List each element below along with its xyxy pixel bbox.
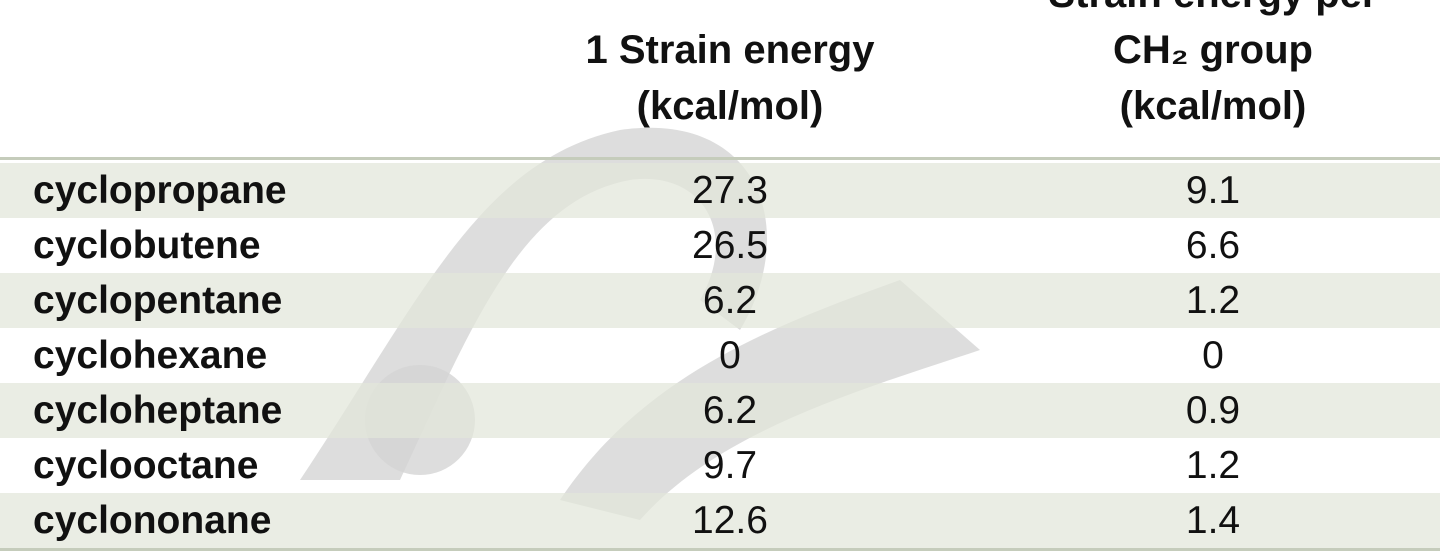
table-row: cyclobutene 26.5 6.6 bbox=[0, 218, 1440, 273]
row-label: cyclopentane bbox=[33, 279, 283, 322]
header-text: 1 Strain energy bbox=[585, 28, 875, 72]
table-row: cyclononane 12.6 1.4 bbox=[0, 493, 1440, 548]
value-cell: 9.7 bbox=[702, 444, 758, 487]
value-cell: 6.2 bbox=[702, 389, 758, 432]
row-label: cyclooctane bbox=[33, 444, 259, 487]
header-text: Strain energy per bbox=[493, 0, 1440, 22]
row-label: cyclobutene bbox=[33, 224, 261, 267]
value-cell: 6.6 bbox=[1185, 224, 1241, 267]
table-row: cyclohexane 0 0 bbox=[0, 328, 1440, 383]
value-cell: 6.2 bbox=[702, 279, 758, 322]
value-cell: 0.9 bbox=[1185, 389, 1241, 432]
table-row: cyclopropane 27.3 9.1 bbox=[0, 163, 1440, 218]
table-row: cyclooctane 9.7 1.2 bbox=[0, 438, 1440, 493]
header-text: (kcal/mol) bbox=[1119, 84, 1307, 128]
value-cell: 0 bbox=[1202, 334, 1224, 377]
table-row: cyclopentane 6.2 1.2 bbox=[0, 273, 1440, 328]
value-cell: 1.4 bbox=[1185, 499, 1241, 542]
header-text: CH₂ group bbox=[1113, 28, 1313, 72]
value-cell: 27.3 bbox=[692, 169, 768, 212]
value-cell: 0 bbox=[719, 334, 741, 377]
value-cell: 1.2 bbox=[1185, 279, 1241, 322]
table-row: cycloheptane 6.2 0.9 bbox=[0, 383, 1440, 438]
header-rule bbox=[0, 157, 1440, 160]
row-label: cyclononane bbox=[33, 499, 272, 542]
value-cell: 1.2 bbox=[1185, 444, 1241, 487]
value-cell: 26.5 bbox=[692, 224, 768, 267]
header-text: (kcal/mol) bbox=[636, 84, 824, 128]
row-label: cyclopropane bbox=[33, 169, 287, 212]
row-label: cycloheptane bbox=[33, 389, 283, 432]
value-cell: 9.1 bbox=[1185, 169, 1241, 212]
value-cell: 12.6 bbox=[692, 499, 768, 542]
row-label: cyclohexane bbox=[33, 334, 268, 377]
